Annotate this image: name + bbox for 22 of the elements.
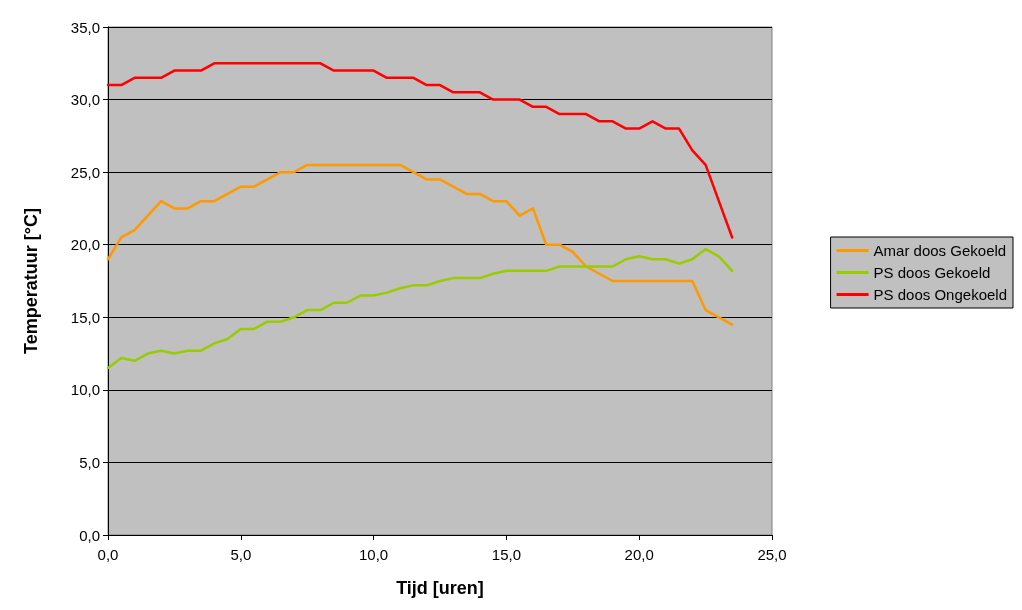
y-tick-label: 5,0 [79, 453, 100, 471]
x-tick-label: 10,0 [359, 546, 389, 563]
line-series [106, 163, 734, 326]
y-tick-label: 10,0 [70, 381, 100, 399]
y-tick-label: 15,0 [70, 308, 100, 326]
legend-label: PS doos Gekoeld [873, 264, 991, 281]
x-axis-title: Tijd [uren] [396, 578, 484, 598]
y-tick-label: 20,0 [70, 236, 100, 254]
y-tick-label: 25,0 [70, 163, 100, 181]
x-tick-label: 20,0 [624, 546, 654, 563]
x-tick-label: 25,0 [757, 546, 787, 563]
x-tick-label: 15,0 [491, 546, 521, 563]
y-tick-label: 0,0 [79, 526, 100, 544]
y-tick-label: 30,0 [70, 91, 100, 109]
x-tick-label: 0,0 [97, 546, 119, 563]
legend-label: PS doos Ongekoeld [873, 286, 1008, 303]
line-series [106, 62, 734, 239]
x-tick-label: 5,0 [230, 546, 252, 563]
y-tick-label: 35,0 [70, 18, 100, 36]
legend-label: Amar doos Gekoeld [873, 242, 1007, 259]
y-axis-title: Temperatuur [°C] [21, 208, 41, 354]
line-series [106, 247, 734, 370]
